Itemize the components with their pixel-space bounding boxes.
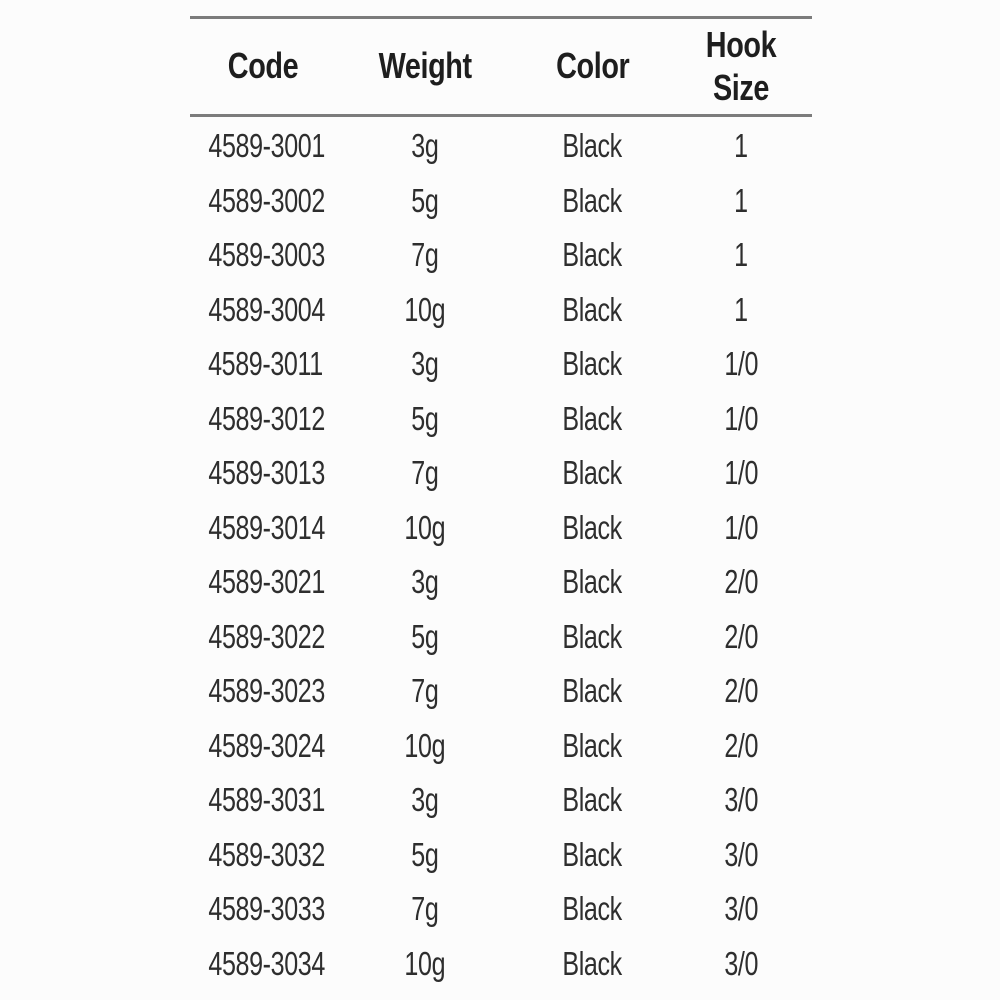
cell-code: 4589-3014 (208, 508, 325, 546)
cell-weight: 7g (411, 236, 439, 274)
cell-code: 4589-3034 (208, 944, 325, 982)
cell-color: Black (562, 236, 623, 274)
table-row: 4589-3003 7g Black 1 (190, 228, 812, 283)
cell-color: Black (562, 508, 623, 546)
cell-hook-size: 2/0 (724, 672, 758, 710)
cell-weight: 3g (411, 563, 439, 601)
cell-color: Black (562, 127, 623, 165)
cell-hook-size: 2/0 (724, 726, 758, 764)
cell-color: Black (562, 454, 623, 492)
cell-color: Black (562, 944, 623, 982)
cell-code: 4589-3004 (208, 290, 325, 328)
cell-color: Black (562, 563, 623, 601)
cell-weight: 5g (411, 835, 439, 873)
column-header-color-label: Color (555, 45, 630, 87)
table-row: 4589-3013 7g Black 1/0 (190, 446, 812, 501)
cell-color: Black (562, 345, 623, 383)
cell-weight: 3g (411, 127, 439, 165)
table-row: 4589-3034 10g Black 3/0 (190, 937, 812, 992)
cell-code: 4589-3003 (208, 236, 325, 274)
cell-color: Black (562, 290, 623, 328)
cell-hook-size: 1 (734, 236, 748, 274)
table-header-row: Code Weight Color Hook Size (190, 19, 812, 117)
cell-code: 4589-3024 (208, 726, 325, 764)
cell-code: 4589-3022 (208, 617, 325, 655)
cell-color: Black (562, 781, 623, 819)
cell-code: 4589-3011 (208, 345, 323, 383)
table-row: 4589-3031 3g Black 3/0 (190, 773, 812, 828)
column-header-color: Color (515, 45, 670, 87)
column-header-weight-label: Weight (378, 45, 472, 87)
table-row: 4589-3002 5g Black 1 (190, 174, 812, 229)
cell-weight: 3g (411, 781, 439, 819)
cell-weight: 5g (411, 181, 439, 219)
cell-weight: 10g (404, 726, 446, 764)
cell-weight: 10g (404, 944, 446, 982)
cell-color: Black (562, 399, 623, 437)
cell-color: Black (562, 181, 623, 219)
column-header-weight: Weight (335, 45, 515, 87)
table-row: 4589-3011 3g Black 1/0 (190, 337, 812, 392)
cell-hook-size: 1 (734, 181, 748, 219)
cell-code: 4589-3033 (208, 890, 325, 928)
cell-hook-size: 1/0 (724, 508, 758, 546)
cell-weight: 10g (404, 290, 446, 328)
cell-hook-size: 1/0 (724, 345, 758, 383)
cell-hook-size: 1 (734, 127, 748, 165)
table-row: 4589-3014 10g Black 1/0 (190, 501, 812, 556)
table-row: 4589-3024 10g Black 2/0 (190, 719, 812, 774)
column-header-hook-size-label: Hook Size (705, 24, 777, 108)
table-row: 4589-3033 7g Black 3/0 (190, 882, 812, 937)
product-spec-table: Code Weight Color Hook Size 4589-3001 (190, 16, 812, 991)
table-row: 4589-3032 5g Black 3/0 (190, 828, 812, 883)
table-row: 4589-3012 5g Black 1/0 (190, 392, 812, 447)
cell-code: 4589-3002 (208, 181, 325, 219)
cell-hook-size: 3/0 (724, 835, 758, 873)
cell-weight: 7g (411, 454, 439, 492)
cell-code: 4589-3001 (208, 127, 325, 165)
cell-code: 4589-3023 (208, 672, 325, 710)
column-header-hook-size: Hook Size (670, 24, 812, 109)
cell-weight: 5g (411, 617, 439, 655)
cell-code: 4589-3032 (208, 835, 325, 873)
cell-hook-size: 3/0 (724, 944, 758, 982)
table-row: 4589-3021 3g Black 2/0 (190, 555, 812, 610)
table-row: 4589-3004 10g Black 1 (190, 283, 812, 338)
cell-color: Black (562, 726, 623, 764)
table-row: 4589-3023 7g Black 2/0 (190, 664, 812, 719)
column-header-code: Code (190, 45, 335, 87)
cell-hook-size: 1 (734, 290, 748, 328)
cell-weight: 5g (411, 399, 439, 437)
cell-color: Black (562, 617, 623, 655)
cell-color: Black (562, 672, 623, 710)
table-body: 4589-3001 3g Black 1 4589-3002 (190, 117, 812, 991)
cell-hook-size: 3/0 (724, 781, 758, 819)
cell-weight: 7g (411, 672, 439, 710)
table-row: 4589-3001 3g Black 1 (190, 119, 812, 174)
column-header-code-label: Code (227, 45, 298, 87)
cell-hook-size: 2/0 (724, 563, 758, 601)
cell-hook-size: 2/0 (724, 617, 758, 655)
cell-code: 4589-3021 (208, 563, 325, 601)
cell-hook-size: 1/0 (724, 454, 758, 492)
table-row: 4589-3022 5g Black 2/0 (190, 610, 812, 665)
cell-color: Black (562, 890, 623, 928)
cell-hook-size: 3/0 (724, 890, 758, 928)
cell-weight: 7g (411, 890, 439, 928)
cell-weight: 3g (411, 345, 439, 383)
cell-hook-size: 1/0 (724, 399, 758, 437)
cell-code: 4589-3013 (208, 454, 325, 492)
cell-color: Black (562, 835, 623, 873)
cell-code: 4589-3031 (208, 781, 325, 819)
cell-weight: 10g (404, 508, 446, 546)
cell-code: 4589-3012 (208, 399, 325, 437)
